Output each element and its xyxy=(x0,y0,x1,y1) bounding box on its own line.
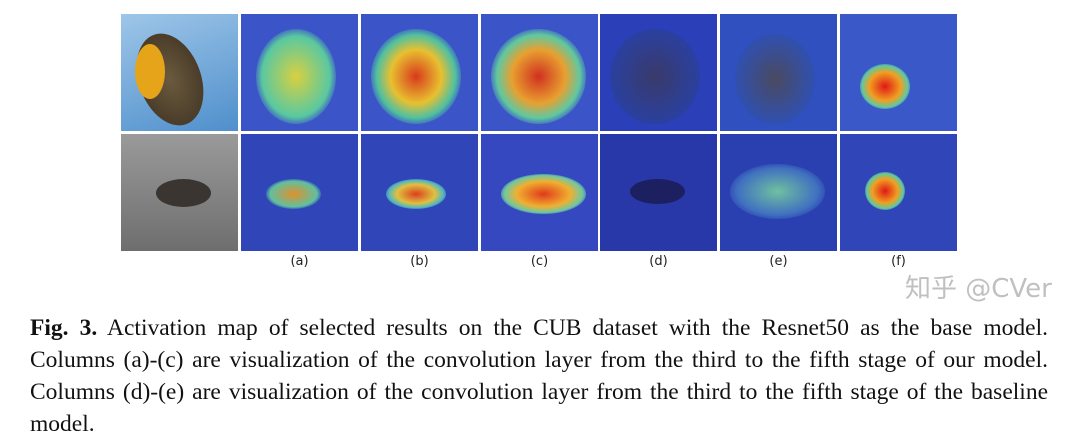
activation-map-e-2 xyxy=(720,134,837,251)
column-label-e: (e) xyxy=(769,254,788,269)
caption-text: Activation map of selected results on th… xyxy=(30,315,1048,437)
figure-caption: Fig. 3. Activation map of selected resul… xyxy=(30,312,1048,440)
activation-map-b-2 xyxy=(361,134,478,251)
activation-map-a-1 xyxy=(241,14,358,131)
caption-label: Fig. 3. xyxy=(30,315,98,341)
original-image-bird-1 xyxy=(121,14,238,131)
column-label-b: (b) xyxy=(410,254,429,269)
activation-map-c-1 xyxy=(481,14,598,131)
column-label-d: (d) xyxy=(649,254,668,269)
column-label-f: (f) xyxy=(891,254,906,269)
activation-map-b-1 xyxy=(361,14,478,131)
activation-map-d-1 xyxy=(600,14,717,131)
column-label-a: (a) xyxy=(290,254,309,269)
activation-map-f-1 xyxy=(840,14,957,131)
activation-map-a-2 xyxy=(241,134,358,251)
activation-map-f-2 xyxy=(840,134,957,251)
activation-map-d-2 xyxy=(600,134,717,251)
watermark: 知乎 @CVer xyxy=(905,274,1052,304)
column-label-c: (c) xyxy=(530,254,549,269)
original-image-bird-2 xyxy=(121,134,238,251)
activation-map-e-1 xyxy=(720,14,837,131)
activation-map-c-2 xyxy=(481,134,598,251)
